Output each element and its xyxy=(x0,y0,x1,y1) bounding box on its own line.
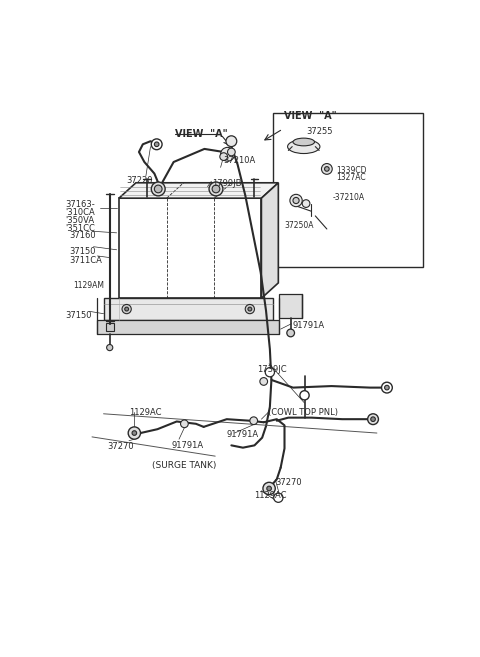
Circle shape xyxy=(212,185,220,193)
Circle shape xyxy=(180,420,188,428)
Ellipse shape xyxy=(288,140,320,154)
Text: 91791A: 91791A xyxy=(292,321,324,330)
Circle shape xyxy=(384,385,389,390)
Circle shape xyxy=(226,136,237,147)
Text: 3711CA: 3711CA xyxy=(69,256,102,265)
Ellipse shape xyxy=(293,138,314,146)
Polygon shape xyxy=(262,183,278,298)
Circle shape xyxy=(371,417,375,422)
Circle shape xyxy=(221,147,234,161)
Circle shape xyxy=(248,307,252,311)
Text: 91791A: 91791A xyxy=(227,430,259,439)
Circle shape xyxy=(302,200,310,208)
Circle shape xyxy=(324,167,329,171)
Circle shape xyxy=(125,307,129,311)
Text: 37255: 37255 xyxy=(306,127,333,135)
Circle shape xyxy=(274,493,283,503)
Bar xyxy=(273,114,423,267)
Text: 37220: 37220 xyxy=(126,176,152,185)
Text: 1129AM: 1129AM xyxy=(73,281,104,290)
Circle shape xyxy=(368,414,378,424)
Text: VIEW  "A": VIEW "A" xyxy=(285,111,337,121)
Circle shape xyxy=(290,194,302,207)
Text: 37163-: 37163- xyxy=(65,200,95,209)
Text: 1739JC: 1739JC xyxy=(258,365,287,374)
Circle shape xyxy=(250,417,258,424)
Text: 91791A: 91791A xyxy=(171,441,204,450)
Circle shape xyxy=(132,431,137,436)
Bar xyxy=(106,323,114,330)
Text: 37150: 37150 xyxy=(69,246,96,256)
Text: 37150: 37150 xyxy=(65,311,92,321)
Bar xyxy=(97,320,279,334)
Circle shape xyxy=(107,344,113,351)
Text: -37210A: -37210A xyxy=(332,193,364,202)
Circle shape xyxy=(155,185,162,193)
Circle shape xyxy=(151,182,165,196)
Circle shape xyxy=(322,164,332,174)
Circle shape xyxy=(209,182,223,196)
Text: 1327AC: 1327AC xyxy=(336,173,366,182)
Circle shape xyxy=(267,486,271,491)
Text: '310CA: '310CA xyxy=(65,208,95,217)
Text: 1129AC: 1129AC xyxy=(129,409,161,417)
Text: 37270: 37270 xyxy=(108,442,134,451)
Polygon shape xyxy=(119,183,278,198)
Circle shape xyxy=(287,329,295,337)
Circle shape xyxy=(220,153,228,160)
Circle shape xyxy=(151,139,162,150)
Circle shape xyxy=(263,482,275,495)
Text: 1129AC: 1129AC xyxy=(254,491,286,500)
Text: '351CC: '351CC xyxy=(65,223,95,233)
Circle shape xyxy=(265,367,275,377)
Text: VIEW  "A": VIEW "A" xyxy=(175,129,228,139)
Text: (COWL TOP PNL): (COWL TOP PNL) xyxy=(267,409,337,417)
Text: (SURGE TANK): (SURGE TANK) xyxy=(152,461,216,470)
Bar xyxy=(104,298,273,320)
Circle shape xyxy=(245,304,254,313)
Text: 1339CD: 1339CD xyxy=(336,166,367,175)
Circle shape xyxy=(260,378,267,385)
Circle shape xyxy=(293,197,299,204)
Circle shape xyxy=(122,304,131,313)
Text: '350VA: '350VA xyxy=(65,216,94,225)
Bar xyxy=(279,294,302,317)
Circle shape xyxy=(300,391,309,400)
Text: 37160: 37160 xyxy=(69,231,96,240)
Text: 37250A: 37250A xyxy=(285,221,314,229)
Circle shape xyxy=(228,148,235,156)
Circle shape xyxy=(382,382,392,393)
Text: 1799JB: 1799JB xyxy=(212,179,241,188)
Text: 37270: 37270 xyxy=(275,478,302,487)
Text: 37210A: 37210A xyxy=(223,156,255,165)
Bar xyxy=(119,198,262,298)
Circle shape xyxy=(155,142,159,147)
Circle shape xyxy=(128,427,141,439)
